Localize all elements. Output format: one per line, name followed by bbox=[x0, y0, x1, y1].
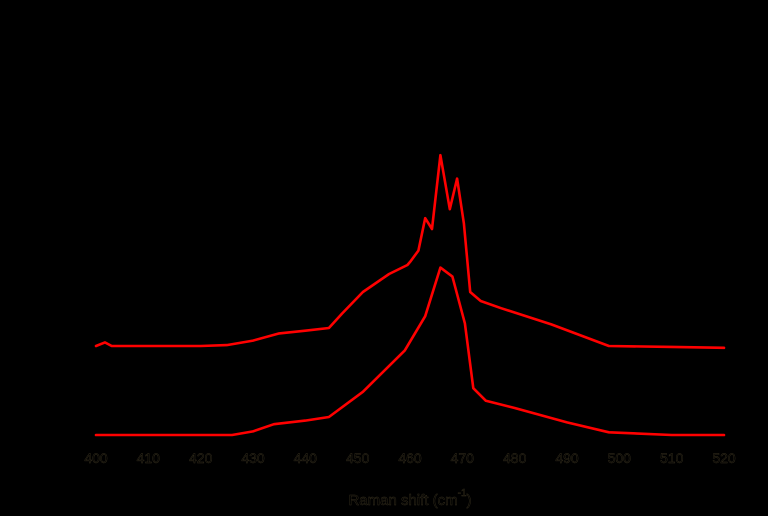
x-tick-label: 420 bbox=[189, 450, 213, 466]
x-tick-label: 400 bbox=[84, 450, 108, 466]
x-tick-label: 450 bbox=[346, 450, 370, 466]
x-tick-label: 430 bbox=[241, 450, 265, 466]
x-tick-label: 490 bbox=[555, 450, 579, 466]
upper-spectrum-line bbox=[94, 153, 726, 350]
x-axis-label-superscript: -1 bbox=[458, 488, 467, 499]
x-tick-label: 510 bbox=[660, 450, 684, 466]
lower-spectrum-line bbox=[94, 266, 726, 437]
x-axis-label: Raman shift (cm-1) bbox=[348, 488, 471, 509]
x-axis-label-main: Raman shift (cm bbox=[348, 492, 457, 509]
plot-area bbox=[94, 153, 726, 437]
x-tick-label: 470 bbox=[451, 450, 475, 466]
x-axis-label-close: ) bbox=[467, 492, 472, 509]
x-tick-label: 520 bbox=[712, 450, 736, 466]
x-tick-label: 410 bbox=[137, 450, 161, 466]
x-axis-tick-labels: 400 410 420 430 440 450 460 470 480 490 500 510 520 bbox=[84, 450, 736, 466]
x-tick-label: 460 bbox=[398, 450, 422, 466]
x-tick-label: 480 bbox=[503, 450, 527, 466]
x-tick-label: 440 bbox=[294, 450, 318, 466]
x-tick-label: 500 bbox=[608, 450, 632, 466]
